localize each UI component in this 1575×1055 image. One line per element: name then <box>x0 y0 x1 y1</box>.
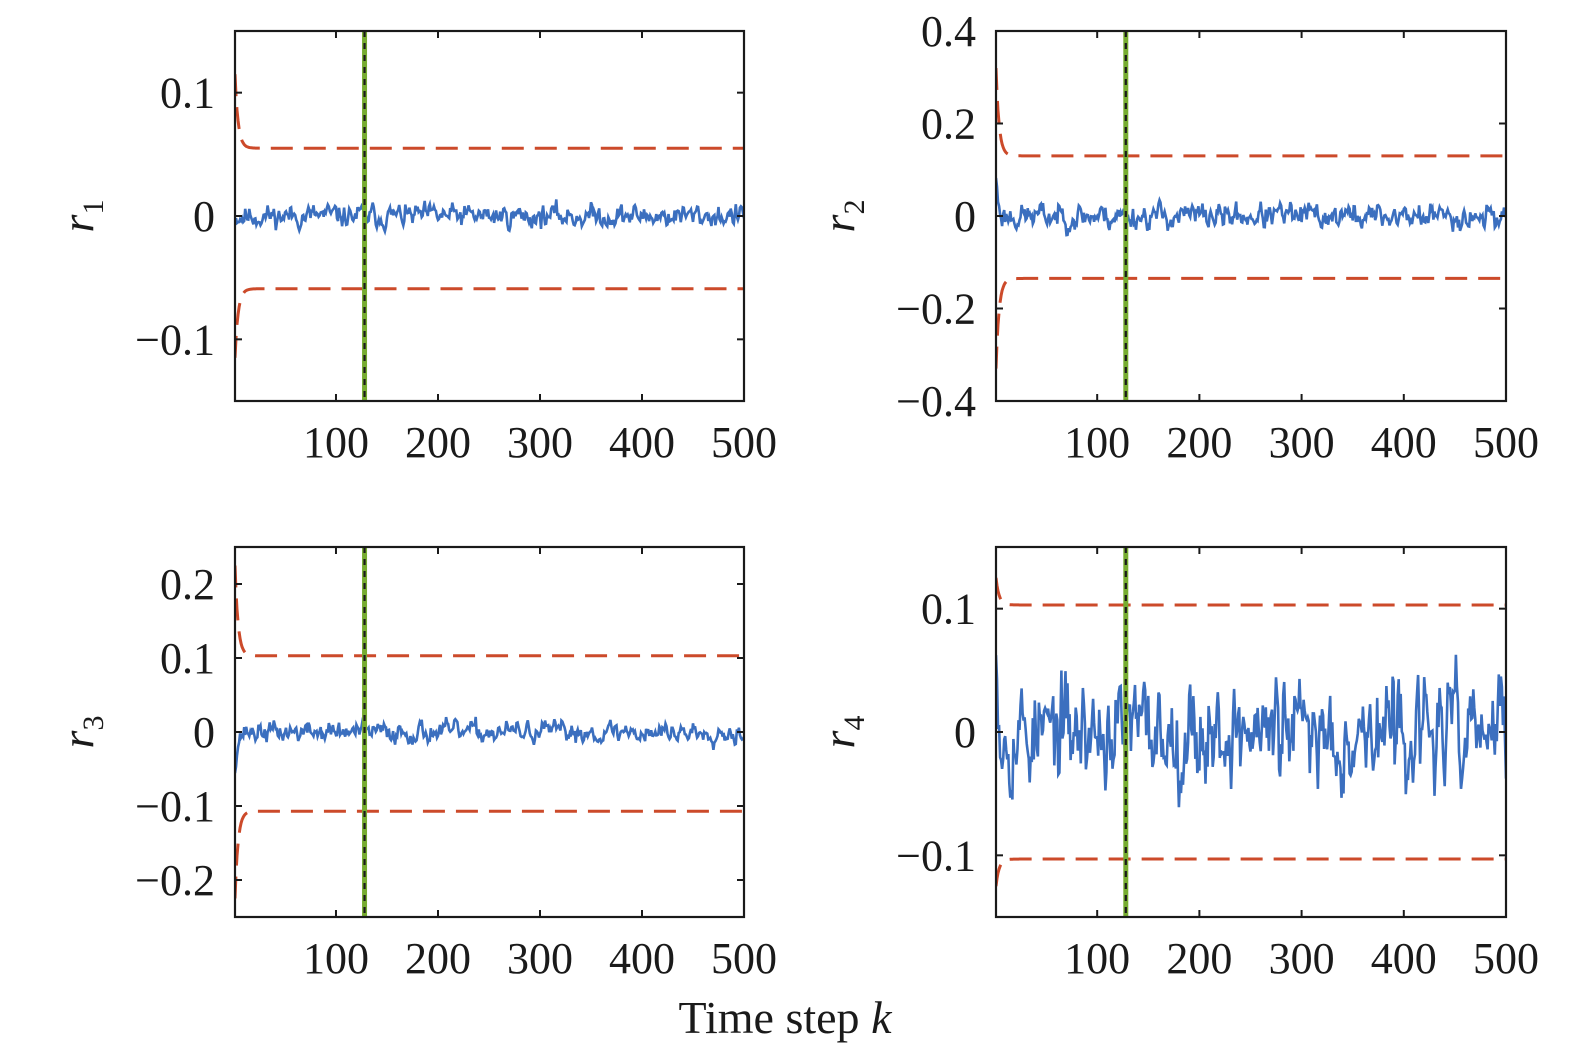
y-axis-label-sub: 4 <box>838 716 871 731</box>
y-tick-label: 0 <box>193 192 215 241</box>
x-tick-label: 500 <box>1473 934 1539 983</box>
x-tick-label: 200 <box>1166 418 1232 467</box>
y-axis-label-main: r <box>813 729 864 748</box>
x-tick-label: 400 <box>609 418 675 467</box>
upper-threshold-line <box>235 565 744 658</box>
y-tick-label: −0.2 <box>135 856 215 905</box>
y-tick-label: −0.1 <box>135 782 215 831</box>
upper-threshold-line <box>235 74 744 150</box>
y-tick-label: 0.1 <box>160 69 215 118</box>
panel-r4: 100 200 300 400 500 −0.1 0 0.1 r4 <box>813 545 1539 983</box>
lower-threshold-line <box>996 276 1506 369</box>
y-tick-label: −0.1 <box>135 315 215 364</box>
y-axis-label-main: r <box>52 729 103 748</box>
x-axis-label-text: Time step <box>679 992 872 1043</box>
x-tick-label: 300 <box>507 934 573 983</box>
y-tick-label: −0.1 <box>896 831 976 880</box>
y-tick-label: 0.2 <box>921 100 976 149</box>
x-tick-label: 200 <box>405 934 471 983</box>
y-tick-label: 0.4 <box>921 7 976 56</box>
residual-line <box>996 654 1506 808</box>
y-axis-label-main: r <box>52 213 103 232</box>
x-tick-label: 400 <box>609 934 675 983</box>
x-tick-label: 200 <box>405 418 471 467</box>
x-tick-label: 300 <box>1269 934 1335 983</box>
x-tick-label: 400 <box>1371 934 1437 983</box>
y-axis-label: r1 <box>52 200 110 233</box>
x-tick-label: 100 <box>303 418 369 467</box>
residual-line <box>235 716 744 774</box>
x-tick-label: 500 <box>1473 418 1539 467</box>
residual-line <box>996 177 1506 237</box>
y-axis-label-sub: 1 <box>77 200 110 215</box>
y-tick-label: 0.2 <box>160 560 215 609</box>
lower-threshold-line <box>235 809 744 899</box>
y-tick-label: −0.2 <box>896 285 976 334</box>
y-tick-label: 0 <box>193 708 215 757</box>
y-tick-label: −0.4 <box>896 377 976 426</box>
residual-line <box>235 199 744 236</box>
y-axis-label: r3 <box>52 716 110 749</box>
x-tick-label: 300 <box>507 418 573 467</box>
panel-r3: 100 200 300 400 500 −0.2 −0.1 0 0.1 0.2 r3 <box>52 545 777 983</box>
lower-threshold-line <box>996 857 1506 887</box>
y-tick-label: 0.1 <box>921 585 976 634</box>
y-axis-label-sub: 3 <box>77 716 110 731</box>
y-tick-label: 0.1 <box>160 634 215 683</box>
x-axis-label: Time step k <box>679 992 894 1043</box>
lower-threshold-line <box>235 287 744 358</box>
x-tick-label: 200 <box>1166 934 1232 983</box>
x-tick-label: 400 <box>1371 418 1437 467</box>
y-axis-label-sub: 2 <box>838 200 871 215</box>
x-tick-label: 100 <box>303 934 369 983</box>
y-tick-label: 0 <box>954 708 976 757</box>
x-tick-label: 300 <box>1269 418 1335 467</box>
x-tick-label: 500 <box>711 418 777 467</box>
x-tick-label: 100 <box>1064 934 1130 983</box>
y-axis-label-main: r <box>813 213 864 232</box>
upper-threshold-line <box>996 577 1506 607</box>
y-axis-label: r2 <box>813 200 871 233</box>
x-axis-label-variable: k <box>871 992 893 1043</box>
y-axis-label: r4 <box>813 716 871 749</box>
upper-threshold-line <box>996 67 1506 158</box>
x-tick-label: 100 <box>1064 418 1130 467</box>
panel-r2: 100 200 300 400 500 −0.4 −0.2 0 0.2 0.4 r2 <box>813 7 1539 467</box>
panel-r1: 100 200 300 400 500 −0.1 0 0.1 r1 <box>52 29 777 467</box>
y-tick-label: 0 <box>954 192 976 241</box>
x-tick-label: 500 <box>711 934 777 983</box>
